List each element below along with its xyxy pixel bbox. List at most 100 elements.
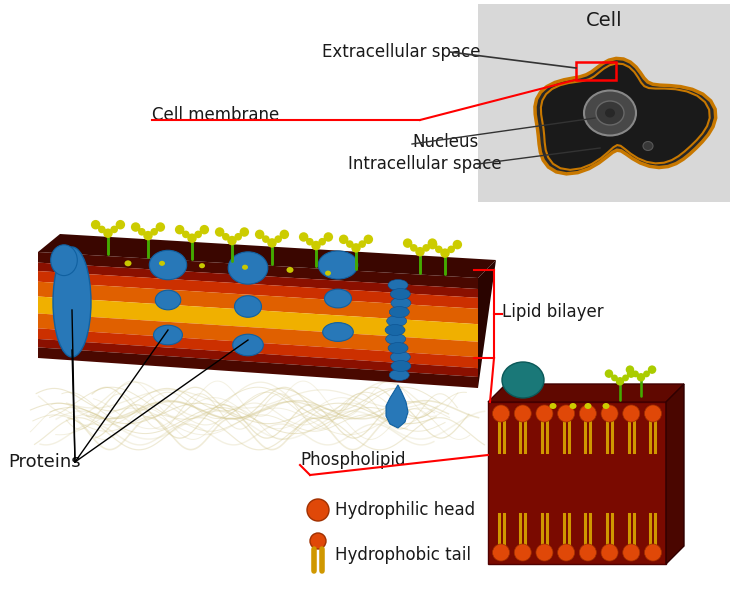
Ellipse shape [159, 261, 165, 266]
Ellipse shape [275, 235, 282, 243]
Polygon shape [38, 271, 478, 309]
Ellipse shape [627, 370, 636, 378]
Ellipse shape [644, 405, 661, 422]
Ellipse shape [603, 403, 609, 409]
Polygon shape [535, 58, 716, 174]
Ellipse shape [156, 290, 181, 310]
Ellipse shape [307, 499, 329, 521]
Ellipse shape [387, 316, 407, 326]
Ellipse shape [415, 247, 425, 257]
Ellipse shape [358, 240, 366, 248]
Ellipse shape [389, 306, 410, 317]
Ellipse shape [242, 264, 248, 270]
Ellipse shape [98, 226, 106, 233]
Ellipse shape [53, 247, 91, 357]
Ellipse shape [550, 403, 556, 409]
Ellipse shape [422, 244, 430, 252]
Ellipse shape [153, 325, 183, 345]
Ellipse shape [138, 228, 145, 236]
Ellipse shape [515, 544, 531, 561]
Ellipse shape [215, 227, 225, 237]
Ellipse shape [103, 229, 113, 238]
Ellipse shape [388, 280, 408, 291]
Ellipse shape [91, 220, 101, 229]
Polygon shape [38, 234, 496, 278]
Ellipse shape [453, 240, 462, 249]
Ellipse shape [299, 232, 308, 242]
Ellipse shape [267, 238, 277, 247]
Ellipse shape [175, 225, 184, 235]
Polygon shape [38, 347, 478, 388]
Polygon shape [488, 384, 684, 402]
Ellipse shape [228, 252, 268, 284]
Ellipse shape [625, 365, 634, 374]
Ellipse shape [388, 342, 408, 353]
Ellipse shape [403, 238, 413, 248]
Ellipse shape [448, 246, 455, 253]
Text: Hydrophilic head: Hydrophilic head [335, 501, 475, 519]
Polygon shape [386, 385, 408, 428]
Ellipse shape [493, 405, 509, 422]
Ellipse shape [632, 370, 639, 378]
Ellipse shape [536, 405, 553, 422]
Ellipse shape [306, 238, 313, 246]
Ellipse shape [391, 297, 411, 308]
Polygon shape [38, 252, 478, 289]
Ellipse shape [493, 544, 509, 561]
Ellipse shape [391, 361, 411, 371]
Ellipse shape [390, 351, 410, 362]
Ellipse shape [435, 246, 443, 253]
Bar [576, 62, 616, 80]
Ellipse shape [182, 230, 189, 238]
Ellipse shape [125, 260, 131, 266]
Ellipse shape [195, 230, 202, 238]
Ellipse shape [131, 223, 140, 232]
Ellipse shape [324, 289, 352, 308]
Polygon shape [38, 339, 478, 377]
Ellipse shape [428, 238, 437, 248]
Ellipse shape [286, 267, 294, 273]
Text: Proteins: Proteins [8, 453, 81, 471]
Ellipse shape [428, 240, 437, 249]
Polygon shape [38, 263, 478, 298]
Ellipse shape [115, 220, 125, 229]
Ellipse shape [319, 238, 326, 246]
Ellipse shape [643, 370, 650, 378]
Text: Hydrophobic tail: Hydrophobic tail [335, 546, 471, 564]
Polygon shape [38, 314, 478, 358]
Ellipse shape [410, 244, 418, 252]
Ellipse shape [346, 240, 354, 248]
Ellipse shape [311, 241, 321, 250]
Ellipse shape [579, 405, 596, 422]
Ellipse shape [605, 370, 613, 378]
Ellipse shape [200, 225, 209, 235]
Text: Nucleus: Nucleus [412, 133, 479, 151]
Text: Phospholipid: Phospholipid [300, 451, 405, 469]
Polygon shape [666, 384, 684, 564]
Ellipse shape [143, 231, 153, 240]
Ellipse shape [584, 403, 592, 409]
Ellipse shape [239, 227, 249, 237]
Ellipse shape [643, 142, 653, 151]
Ellipse shape [440, 249, 450, 258]
Ellipse shape [234, 295, 261, 317]
Ellipse shape [363, 235, 373, 244]
Ellipse shape [255, 230, 264, 239]
Ellipse shape [622, 544, 640, 561]
Ellipse shape [324, 232, 333, 242]
Ellipse shape [385, 325, 405, 336]
Ellipse shape [622, 405, 640, 422]
Ellipse shape [570, 403, 576, 409]
Ellipse shape [616, 377, 624, 385]
Ellipse shape [390, 289, 410, 300]
Polygon shape [38, 282, 478, 324]
Ellipse shape [644, 544, 661, 561]
Ellipse shape [339, 235, 349, 244]
Ellipse shape [149, 250, 186, 280]
Bar [478, 4, 730, 202]
Ellipse shape [150, 228, 158, 236]
Polygon shape [38, 297, 478, 342]
Ellipse shape [637, 373, 645, 382]
Ellipse shape [262, 235, 269, 243]
Ellipse shape [622, 375, 629, 381]
